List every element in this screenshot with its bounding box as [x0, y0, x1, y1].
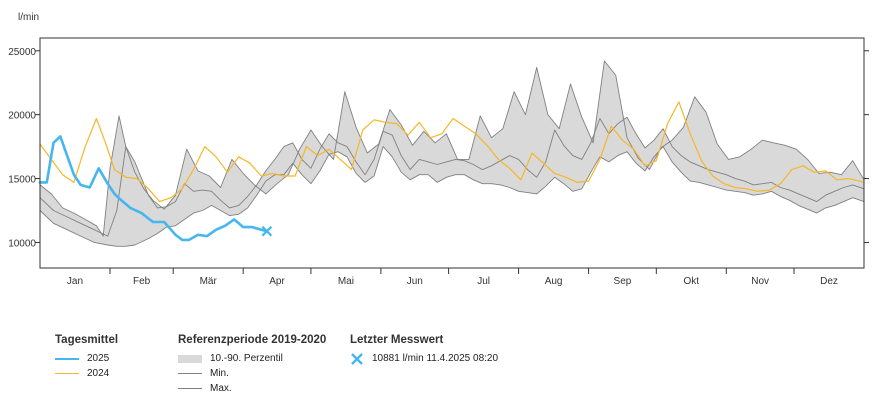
- x-tick-label: Apr: [269, 276, 285, 287]
- legend-label-min: Min.: [210, 368, 229, 379]
- legend-item-2024: 2024: [55, 366, 118, 381]
- ref-median-line: [39, 116, 865, 237]
- last-value-marker: [261, 225, 273, 237]
- legend-label-band: 10.-90. Perzentil: [210, 353, 283, 364]
- legend-swatch-min: [178, 373, 202, 374]
- x-tick-label: Mai: [338, 276, 354, 287]
- last-value-cross-b: [261, 225, 273, 237]
- legend-letzter-title: Letzter Messwert: [350, 334, 444, 346]
- y-tick-label: 25000: [8, 47, 36, 58]
- legend-item-max: Max.: [178, 381, 326, 396]
- legend-tagesmittel-title: Tagesmittel: [55, 334, 119, 346]
- legend-item-2025: 2025: [55, 351, 118, 366]
- y-tick-label: 15000: [8, 175, 36, 186]
- x-tick-label: Aug: [545, 276, 563, 287]
- legend-item-band: 10.-90. Perzentil: [178, 351, 326, 366]
- band-area: [40, 61, 864, 247]
- series-2025-line: [38, 135, 268, 242]
- ref-min-line: [39, 146, 865, 247]
- y-tick-label: 10000: [8, 238, 36, 249]
- legend-item-min: Min.: [178, 366, 326, 381]
- axes: 10000 15000 20000 25000 Jan Feb Mär Apr Mai Jun Ju…: [8, 37, 869, 287]
- y-tick-label: 20000: [8, 111, 36, 122]
- x-tick-label: Jan: [67, 276, 83, 287]
- percentile-band: [40, 61, 864, 247]
- legend-last-value-text: 10881 l/min 11.4.2025 08:20: [372, 353, 499, 364]
- legend-referenz: Referenzperiode 2019-2020 10.-90. Perzen…: [178, 333, 326, 396]
- legend-swatch-band: [178, 354, 202, 363]
- x-tick-label: Okt: [684, 276, 700, 287]
- x-tick-label: Dez: [820, 276, 838, 287]
- x-tick-label: Jul: [477, 276, 490, 287]
- legend-label-2024: 2024: [87, 368, 110, 379]
- legend-swatch-max: [178, 388, 202, 389]
- legend-swatch-2024: [55, 373, 79, 374]
- x-tick-label: Nov: [751, 276, 769, 287]
- x-tick-label: Sep: [614, 276, 632, 287]
- x-tick-label: Feb: [133, 276, 151, 287]
- cross-icon: [351, 352, 363, 365]
- legend-item-last: 10881 l/min 11.4.2025 08:20: [350, 351, 498, 366]
- x-tick-label: Mär: [200, 276, 218, 287]
- legend-letzter-messwert: Letzter Messwert 10881 l/min 11.4.2025 0…: [350, 333, 498, 366]
- legend-swatch-2025: [55, 357, 79, 360]
- legend-tagesmittel: Tagesmittel 2025 2024: [55, 333, 118, 381]
- x-tick-label: Jun: [407, 276, 423, 287]
- legend-label-2025: 2025: [87, 353, 110, 364]
- series-lines: [38, 60, 865, 247]
- ref-max-line: [39, 60, 865, 237]
- plot-frame: [39, 37, 865, 269]
- series-2024-line: [39, 101, 865, 203]
- legend-label-max: Max.: [210, 383, 232, 394]
- legend-referenz-title: Referenzperiode 2019-2020: [178, 334, 327, 346]
- y-unit-label: l/min: [18, 12, 39, 23]
- discharge-chart: l/min 10000 15000 20000 25000 Jan Feb Mär Apr Ma…: [8, 12, 869, 287]
